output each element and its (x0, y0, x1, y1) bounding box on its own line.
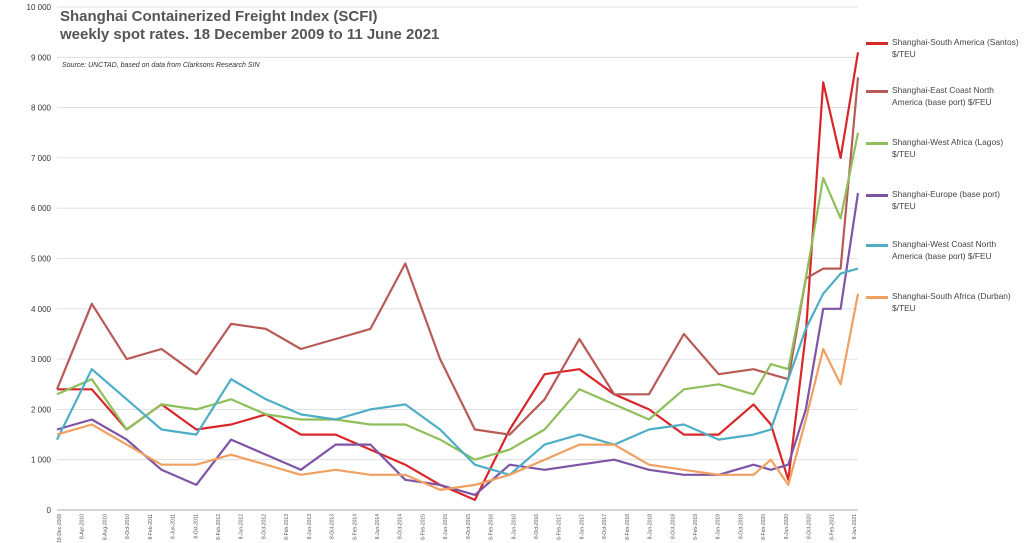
legend-label: Shanghai-South Africa (Durban) $/TEU (892, 291, 1011, 313)
legend-swatch (866, 194, 888, 197)
y-tick-label: 3 000 (31, 355, 52, 364)
legend-label: Shanghai-West Coast North America (base … (892, 239, 997, 261)
y-tick-label: 0 (47, 506, 52, 515)
x-tick-label: 8-Feb-2016 (489, 514, 495, 540)
x-tick-label: 18-Dec-2009 (57, 514, 63, 543)
legend-label: Shanghai-South America (Santos) $/TEU (892, 37, 1019, 59)
y-tick-label: 2 000 (31, 405, 52, 414)
series-line-1 (57, 52, 860, 501)
x-tick-label: 8-Jun-2020 (784, 514, 790, 540)
grid (57, 6, 858, 511)
series-line-4 (56, 192, 860, 496)
chart-title: Shanghai Containerized Freight Index (SC… (60, 8, 378, 25)
x-tick-label: 8-Jun-2013 (307, 514, 313, 540)
x-tick-label: 8-Oct-2017 (602, 514, 608, 539)
x-tick-label: 8-Jun-2021 (852, 514, 858, 540)
x-axis-ticks: 18-Dec-2009 8-Apr-2010 8-Aug-2010 8-Oct-201… (57, 514, 858, 543)
series-line-2 (55, 77, 860, 436)
legend-swatch (866, 42, 888, 45)
chart-subtitle: weekly spot rates. 18 December 2009 to 1… (60, 26, 440, 43)
x-tick-label: 8-Oct-2014 (398, 514, 404, 539)
x-tick-label: 8-Jun-2012 (239, 514, 245, 540)
x-tick-label: 8-Oct-2015 (466, 514, 472, 539)
x-tick-label: 8-Oct-2010 (125, 514, 131, 539)
x-tick-label: 8-Jun-2018 (648, 514, 654, 540)
legend-swatch (866, 296, 888, 299)
legend-swatch (866, 90, 888, 93)
x-tick-label: 8-Jun-2014 (375, 514, 381, 540)
y-axis-ticks: 0 1 000 2 000 3 000 4 000 5 000 6 000 7 000 8 00… (27, 3, 52, 515)
y-tick-label: 1 000 (31, 456, 52, 465)
legend-label: Shanghai-Europe (base port) $/TEU (892, 189, 1001, 211)
x-tick-label: 8-Jun-2015 (443, 514, 449, 540)
x-tick-label: 8-Feb-2012 (216, 514, 222, 540)
y-tick-label: 8 000 (31, 104, 52, 113)
x-tick-label: 8-Feb-2021 (829, 514, 835, 540)
legend-label: Shanghai-West Africa (Lagos) $/TEU (892, 137, 1004, 159)
x-tick-label: 8-Feb-2015 (420, 514, 426, 540)
x-tick-label: 8-Feb-2013 (284, 514, 290, 540)
x-tick-label: 8-Feb-2017 (557, 514, 563, 540)
x-tick-label: 8-Oct-2018 (670, 514, 676, 539)
legend-swatch (866, 142, 888, 145)
series-line-6 (56, 293, 860, 491)
x-tick-label: 8-Feb-2014 (352, 514, 358, 540)
x-tick-label: 8-Jun-2017 (579, 514, 585, 540)
x-tick-label: 8-Oct-2019 (738, 514, 744, 539)
y-tick-label: 5 000 (31, 255, 52, 264)
x-tick-label: 8-Feb-2019 (693, 514, 699, 540)
x-tick-label: 8-Feb-2011 (148, 514, 154, 540)
x-tick-label: 8-Feb-2020 (761, 514, 767, 540)
series-line-3 (56, 132, 860, 461)
y-tick-label: 7 000 (31, 154, 52, 163)
x-tick-label: 8-Apr-2010 (80, 514, 86, 539)
x-tick-label: 8-Feb-2018 (625, 514, 631, 540)
x-tick-label: 8-Jun-2016 (511, 514, 517, 540)
series-lines (55, 52, 860, 501)
chart-source: Source: UNCTAD, based on data from Clark… (62, 62, 260, 69)
x-tick-label: 8-Jun-2011 (171, 514, 177, 539)
x-tick-label: 8-Jun-2019 (716, 514, 722, 540)
x-tick-label: 8-Oct-2012 (261, 514, 267, 539)
x-tick-label: 8-Oct-2011 (193, 514, 199, 539)
y-tick-label: 6 000 (31, 204, 52, 213)
x-tick-label: 8-Aug-2010 (102, 514, 108, 540)
y-tick-label: 10 000 (27, 3, 52, 12)
legend-label: Shanghai-East Coast North America (base … (892, 85, 994, 107)
y-tick-label: 4 000 (31, 305, 52, 314)
x-tick-label: 8-Oct-2020 (807, 514, 813, 539)
legend-swatch (866, 244, 888, 247)
x-tick-label: 8-Oct-2016 (534, 514, 540, 539)
y-tick-label: 9 000 (31, 53, 52, 62)
x-tick-label: 8-Oct-2013 (330, 514, 336, 539)
